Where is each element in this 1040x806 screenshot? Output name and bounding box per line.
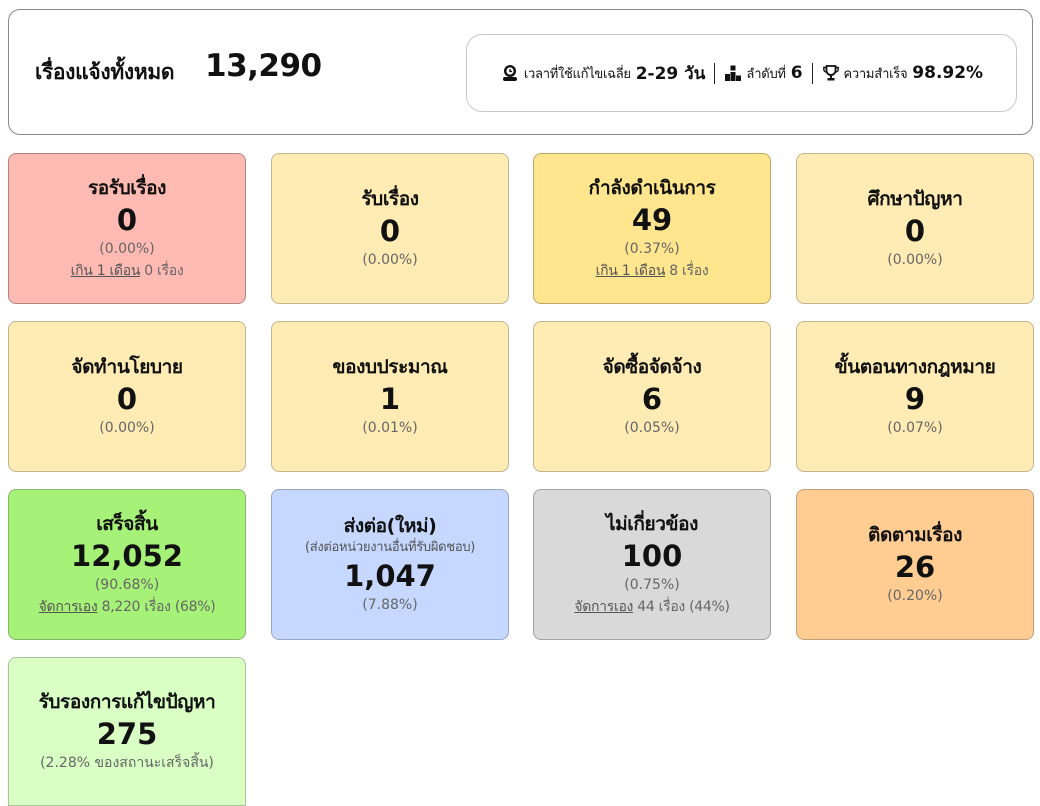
status-card-irrelevant[interactable]: ไม่เกี่ยวข้อง 100 (0.75%) จัดการเอง 44 เ… bbox=[533, 489, 771, 640]
self-handled-link[interactable]: จัดการเอง bbox=[574, 599, 634, 615]
overdue-link[interactable]: เกิน 1 เดือน bbox=[595, 263, 666, 279]
ranking-podium-icon bbox=[725, 65, 742, 81]
card-count: 1,047 bbox=[344, 559, 436, 593]
success-rate-label: ความสำเร็จ bbox=[843, 66, 908, 82]
card-title: ติดตามเรื่อง bbox=[868, 524, 962, 546]
card-title: รับเรื่อง bbox=[361, 188, 419, 210]
ranking-value: 6 bbox=[790, 63, 803, 83]
card-subtitle: (ส่งต่อหน่วยงานอื่นที่รับผิดชอบ) bbox=[304, 540, 476, 555]
card-count: 0 bbox=[116, 203, 138, 237]
ranking: ลำดับที่ 6 bbox=[714, 62, 811, 84]
overdue-count: 0 เรื่อง bbox=[140, 263, 184, 279]
card-percent: (0.00%) bbox=[887, 252, 943, 268]
card-percent: (0.00%) bbox=[362, 252, 418, 268]
status-card-legal[interactable]: ขั้นตอนทางกฎหมาย 9 (0.07%) bbox=[796, 321, 1034, 472]
status-card-resolution-certified[interactable]: รับรองการแก้ไขปัญหา 275 (2.28% ของสถานะเ… bbox=[8, 657, 246, 806]
card-count: 0 bbox=[379, 214, 401, 248]
stats-pill: เวลาที่ใช้แก้ไขเฉลี่ย 2-29 วัน ลำดับที่ … bbox=[466, 34, 1017, 112]
self-handled-count: 8,220 เรื่อง (68%) bbox=[97, 599, 216, 615]
card-percent: (0.01%) bbox=[362, 420, 418, 436]
status-card-completed[interactable]: เสร็จสิ้น 12,052 (90.68%) จัดการเอง 8,22… bbox=[8, 489, 246, 640]
card-count: 26 bbox=[894, 550, 936, 584]
card-percent: (90.68%) bbox=[94, 577, 160, 593]
self-handled-link[interactable]: จัดการเอง bbox=[38, 599, 98, 615]
total-reports-label: เรื่องแจ้งทั้งหมด bbox=[35, 60, 175, 84]
status-card-policy[interactable]: จัดทำนโยบาย 0 (0.00%) bbox=[8, 321, 246, 472]
card-title: เสร็จสิ้น bbox=[96, 513, 158, 535]
status-card-in-progress[interactable]: กำลังดำเนินการ 49 (0.37%) เกิน 1 เดือน 8… bbox=[533, 153, 771, 304]
card-title: ศึกษาปัญหา bbox=[867, 188, 963, 210]
trophy-icon bbox=[822, 65, 839, 81]
card-title: ส่งต่อ(ใหม่) bbox=[343, 515, 437, 537]
card-percent: (0.75%) bbox=[624, 577, 680, 593]
card-count: 49 bbox=[631, 203, 673, 237]
card-count: 275 bbox=[96, 717, 158, 751]
card-title: จัดทำนโยบาย bbox=[71, 356, 183, 378]
overdue-count: 8 เรื่อง bbox=[665, 263, 709, 279]
status-card-received[interactable]: รับเรื่อง 0 (0.00%) bbox=[271, 153, 509, 304]
success-rate: ความสำเร็จ 98.92% bbox=[811, 62, 993, 84]
ranking-label: ลำดับที่ bbox=[746, 66, 786, 82]
total-reports-count: 13,290 bbox=[205, 48, 322, 84]
card-title: ไม่เกี่ยวข้อง bbox=[606, 513, 698, 535]
status-card-procurement[interactable]: จัดซื้อจัดจ้าง 6 (0.05%) bbox=[533, 321, 771, 472]
card-note: จัดการเอง 8,220 เรื่อง (68%) bbox=[39, 596, 216, 618]
card-title: ขั้นตอนทางกฎหมาย bbox=[834, 356, 996, 378]
overdue-link[interactable]: เกิน 1 เดือน bbox=[70, 263, 141, 279]
card-note: เกิน 1 เดือน 8 เรื่อง bbox=[596, 260, 709, 282]
card-title: รอรับเรื่อง bbox=[87, 177, 167, 199]
card-percent: (0.05%) bbox=[624, 420, 680, 436]
card-percent: (0.20%) bbox=[887, 588, 943, 604]
card-title: กำลังดำเนินการ bbox=[588, 177, 716, 199]
stopwatch-user-icon bbox=[502, 65, 517, 81]
card-percent: (0.00%) bbox=[99, 420, 155, 436]
card-percent: (2.28% ของสถานะเสร็จสิ้น) bbox=[40, 755, 214, 771]
card-count: 0 bbox=[116, 382, 138, 416]
card-title: ของบประมาณ bbox=[332, 356, 448, 378]
card-count: 6 bbox=[641, 382, 663, 416]
card-title: จัดซื้อจัดจ้าง bbox=[602, 356, 702, 378]
card-percent: (0.07%) bbox=[887, 420, 943, 436]
avg-resolution-time-label: เวลาที่ใช้แก้ไขเฉลี่ย bbox=[523, 66, 631, 82]
card-percent: (7.88%) bbox=[362, 597, 418, 613]
card-count: 100 bbox=[621, 539, 683, 573]
success-rate-value: 98.92% bbox=[912, 63, 984, 83]
card-percent: (0.00%) bbox=[99, 241, 155, 257]
card-count: 0 bbox=[904, 214, 926, 248]
card-count: 9 bbox=[904, 382, 926, 416]
card-count: 1 bbox=[379, 382, 401, 416]
avg-resolution-time-value: 2-29 วัน bbox=[635, 63, 706, 84]
status-card-forwarded[interactable]: ส่งต่อ(ใหม่) (ส่งต่อหน่วยงานอื่นที่รับผิ… bbox=[271, 489, 509, 640]
card-title: รับรองการแก้ไขปัญหา bbox=[38, 691, 216, 713]
card-percent: (0.37%) bbox=[624, 241, 680, 257]
self-handled-count: 44 เรื่อง (44%) bbox=[633, 599, 730, 615]
summary-panel: เรื่องแจ้งทั้งหมด 13,290 เวลาที่ใช้แก้ไข… bbox=[8, 9, 1033, 135]
status-card-budget[interactable]: ของบประมาณ 1 (0.01%) bbox=[271, 321, 509, 472]
status-card-waiting[interactable]: รอรับเรื่อง 0 (0.00%) เกิน 1 เดือน 0 เรื… bbox=[8, 153, 246, 304]
avg-resolution-time: เวลาที่ใช้แก้ไขเฉลี่ย 2-29 วัน bbox=[491, 60, 714, 87]
status-card-studying[interactable]: ศึกษาปัญหา 0 (0.00%) bbox=[796, 153, 1034, 304]
card-note: เกิน 1 เดือน 0 เรื่อง bbox=[71, 260, 184, 282]
status-card-follow-up[interactable]: ติดตามเรื่อง 26 (0.20%) bbox=[796, 489, 1034, 640]
card-note: จัดการเอง 44 เรื่อง (44%) bbox=[574, 596, 730, 618]
card-count: 12,052 bbox=[71, 539, 183, 573]
